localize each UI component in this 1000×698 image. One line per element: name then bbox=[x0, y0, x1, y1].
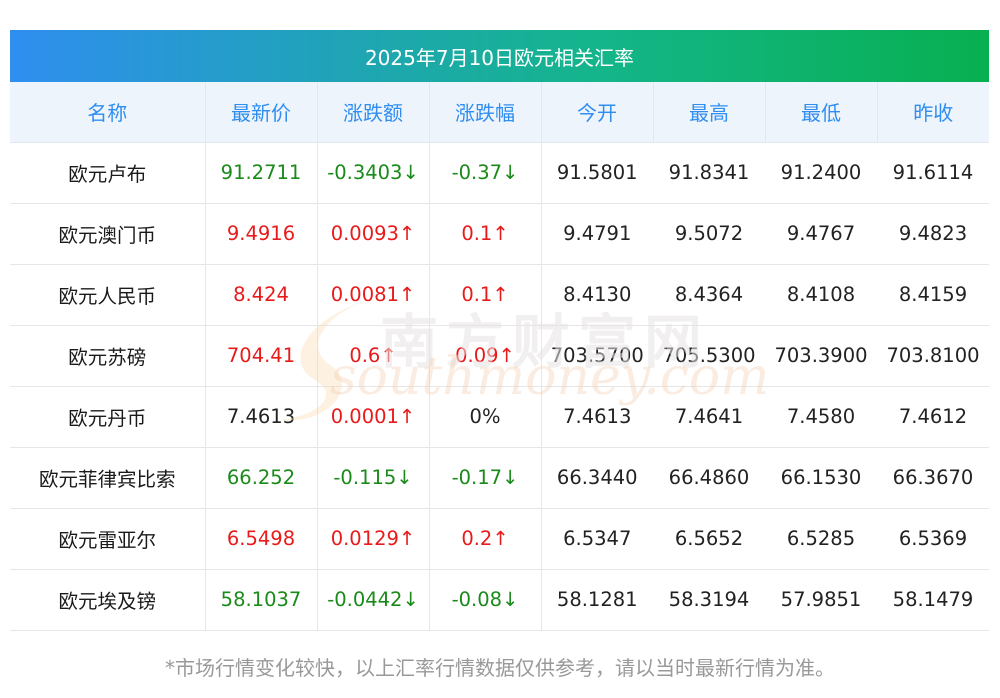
cell-last: 66.252 bbox=[205, 447, 318, 509]
cell-pct: -0.08↓ bbox=[429, 569, 542, 631]
cell-low: 57.9851 bbox=[765, 569, 877, 631]
cell-low: 9.4767 bbox=[765, 203, 877, 265]
cell-last: 7.4613 bbox=[205, 386, 318, 448]
cell-open: 8.4130 bbox=[541, 264, 653, 326]
table-row: 欧元苏磅 704.41 0.6↑ 0.09↑ 703.5700 705.5300 703.3… bbox=[10, 325, 989, 387]
table-row: 欧元丹币 7.4613 0.0001↑ 0% 7.4613 7.4641 7.4580 7.4… bbox=[10, 386, 989, 448]
cell-name: 欧元苏磅 bbox=[10, 325, 206, 387]
cell-change: -0.0442↓ bbox=[317, 569, 430, 631]
cell-name: 欧元澳门币 bbox=[10, 203, 206, 265]
cell-prev: 91.6114 bbox=[877, 142, 989, 204]
cell-change: 0.0081↑ bbox=[317, 264, 430, 326]
cell-pct: 0% bbox=[429, 386, 542, 448]
cell-pct: -0.17↓ bbox=[429, 447, 542, 509]
col-header-change: 涨跌额 bbox=[317, 82, 430, 143]
table-row: 欧元卢布 91.2711 -0.3403↓ -0.37↓ 91.5801 91.8341 9… bbox=[10, 142, 989, 204]
col-header-high: 最高 bbox=[653, 82, 766, 143]
col-header-open: 今开 bbox=[541, 82, 654, 143]
cell-open: 91.5801 bbox=[541, 142, 653, 204]
cell-open: 6.5347 bbox=[541, 508, 653, 570]
cell-last: 704.41 bbox=[205, 325, 318, 387]
cell-low: 7.4580 bbox=[765, 386, 877, 448]
cell-high: 705.5300 bbox=[653, 325, 765, 387]
cell-high: 58.3194 bbox=[653, 569, 765, 631]
cell-pct: 0.09↑ bbox=[429, 325, 542, 387]
col-header-pct: 涨跌幅 bbox=[429, 82, 542, 143]
cell-open: 9.4791 bbox=[541, 203, 653, 265]
table-title: 2025年7月10日欧元相关汇率 bbox=[10, 30, 989, 82]
cell-high: 6.5652 bbox=[653, 508, 765, 570]
col-header-prev: 昨收 bbox=[877, 82, 989, 143]
col-header-last: 最新价 bbox=[205, 82, 318, 143]
table-row: 欧元人民币 8.424 0.0081↑ 0.1↑ 8.4130 8.4364 8.4108 8… bbox=[10, 264, 989, 326]
cell-name: 欧元菲律宾比索 bbox=[10, 447, 206, 509]
cell-high: 7.4641 bbox=[653, 386, 765, 448]
cell-prev: 58.1479 bbox=[877, 569, 989, 631]
cell-prev: 8.4159 bbox=[877, 264, 989, 326]
cell-open: 58.1281 bbox=[541, 569, 653, 631]
cell-name: 欧元丹币 bbox=[10, 386, 206, 448]
cell-pct: 0.1↑ bbox=[429, 203, 542, 265]
cell-change: 0.0129↑ bbox=[317, 508, 430, 570]
cell-last: 8.424 bbox=[205, 264, 318, 326]
cell-last: 9.4916 bbox=[205, 203, 318, 265]
cell-prev: 7.4612 bbox=[877, 386, 989, 448]
cell-open: 66.3440 bbox=[541, 447, 653, 509]
cell-low: 6.5285 bbox=[765, 508, 877, 570]
cell-high: 9.5072 bbox=[653, 203, 765, 265]
cell-high: 66.4860 bbox=[653, 447, 765, 509]
cell-low: 703.3900 bbox=[765, 325, 877, 387]
cell-prev: 9.4823 bbox=[877, 203, 989, 265]
table-row: 欧元埃及镑 58.1037 -0.0442↓ -0.08↓ 58.1281 58.3194… bbox=[10, 569, 989, 631]
col-header-low: 最低 bbox=[765, 82, 878, 143]
cell-low: 91.2400 bbox=[765, 142, 877, 204]
cell-pct: -0.37↓ bbox=[429, 142, 542, 204]
cell-name: 欧元人民币 bbox=[10, 264, 206, 326]
table-row: 欧元菲律宾比索 66.252 -0.115↓ -0.17↓ 66.3440 66.4860… bbox=[10, 447, 989, 509]
col-header-name: 名称 bbox=[10, 82, 206, 143]
cell-prev: 703.8100 bbox=[877, 325, 989, 387]
cell-low: 66.1530 bbox=[765, 447, 877, 509]
cell-prev: 6.5369 bbox=[877, 508, 989, 570]
footnote: *市场行情变化较快，以上汇率行情数据仅供参考，请以当时最新行情为准。 bbox=[165, 656, 835, 680]
cell-high: 91.8341 bbox=[653, 142, 765, 204]
table-body: 欧元卢布 91.2711 -0.3403↓ -0.37↓ 91.5801 91.8341 9… bbox=[10, 142, 989, 631]
cell-name: 欧元卢布 bbox=[10, 142, 206, 204]
cell-name: 欧元雷亚尔 bbox=[10, 508, 206, 570]
cell-name: 欧元埃及镑 bbox=[10, 569, 206, 631]
table-row: 欧元雷亚尔 6.5498 0.0129↑ 0.2↑ 6.5347 6.5652 6.5285… bbox=[10, 508, 989, 570]
cell-pct: 0.1↑ bbox=[429, 264, 542, 326]
cell-prev: 66.3670 bbox=[877, 447, 989, 509]
cell-high: 8.4364 bbox=[653, 264, 765, 326]
cell-pct: 0.2↑ bbox=[429, 508, 542, 570]
rates-card: 2025年7月10日欧元相关汇率 名称 最新价 涨跌额 涨跌幅 今开 最高 最低… bbox=[10, 30, 989, 631]
table-header-row: 名称 最新价 涨跌额 涨跌幅 今开 最高 最低 昨收 bbox=[10, 82, 989, 143]
cell-change: -0.3403↓ bbox=[317, 142, 430, 204]
cell-change: 0.0093↑ bbox=[317, 203, 430, 265]
cell-change: -0.115↓ bbox=[317, 447, 430, 509]
cell-last: 91.2711 bbox=[205, 142, 318, 204]
cell-open: 703.5700 bbox=[541, 325, 653, 387]
rates-table: 名称 最新价 涨跌额 涨跌幅 今开 最高 最低 昨收 欧元卢布 91.2711 -0… bbox=[10, 82, 989, 631]
cell-change: 0.0001↑ bbox=[317, 386, 430, 448]
cell-low: 8.4108 bbox=[765, 264, 877, 326]
cell-last: 58.1037 bbox=[205, 569, 318, 631]
cell-last: 6.5498 bbox=[205, 508, 318, 570]
cell-change: 0.6↑ bbox=[317, 325, 430, 387]
table-row: 欧元澳门币 9.4916 0.0093↑ 0.1↑ 9.4791 9.5072 9.4767… bbox=[10, 203, 989, 265]
cell-open: 7.4613 bbox=[541, 386, 653, 448]
